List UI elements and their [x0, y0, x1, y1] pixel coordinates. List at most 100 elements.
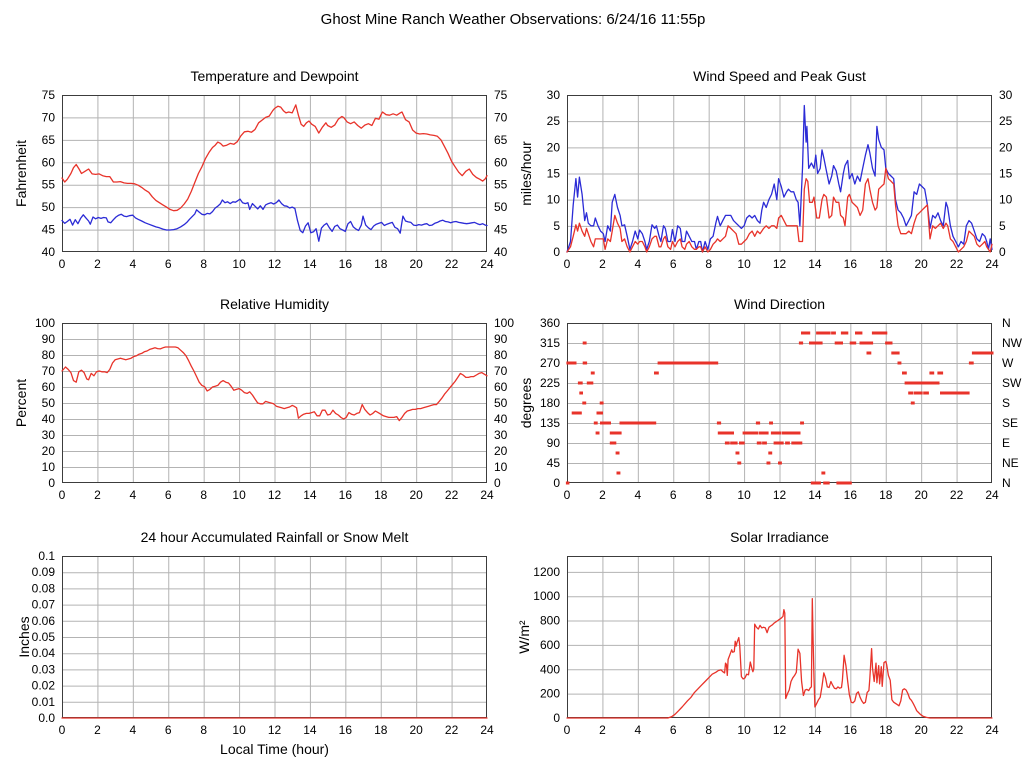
svg-text:0.02: 0.02	[32, 679, 56, 693]
wind_direction-x-tick-labels: 0 2 4 6 8 10 12 14 16 18 20 22 24	[564, 488, 999, 502]
svg-text:0: 0	[48, 476, 55, 490]
svg-text:15: 15	[999, 167, 1013, 181]
svg-text:10: 10	[737, 488, 751, 502]
svg-text:80: 80	[42, 348, 56, 362]
svg-text:0: 0	[59, 257, 66, 271]
svg-text:400: 400	[540, 662, 560, 676]
svg-text:0.05: 0.05	[32, 630, 56, 644]
svg-text:0: 0	[59, 723, 66, 737]
svg-text:55: 55	[494, 178, 508, 192]
svg-text:E: E	[1002, 436, 1010, 450]
svg-text:20: 20	[914, 723, 928, 737]
svg-text:50: 50	[42, 200, 56, 214]
svg-text:25: 25	[547, 114, 561, 128]
svg-text:315: 315	[540, 336, 560, 350]
svg-text:18: 18	[879, 257, 893, 271]
svg-text:14: 14	[303, 257, 317, 271]
svg-text:65: 65	[42, 133, 56, 147]
svg-text:N: N	[1002, 476, 1011, 490]
svg-text:90: 90	[42, 332, 56, 346]
svg-text:6: 6	[165, 488, 172, 502]
temperature_dewpoint-grid	[62, 95, 487, 252]
svg-text:10: 10	[42, 460, 56, 474]
svg-text:100: 100	[35, 316, 55, 330]
svg-text:45: 45	[547, 456, 561, 470]
svg-text:225: 225	[540, 376, 560, 390]
svg-text:6: 6	[165, 723, 172, 737]
humidity-grid	[62, 323, 487, 483]
svg-text:SE: SE	[1002, 416, 1018, 430]
solar-grid	[567, 556, 992, 718]
solar-x-tick-labels: 0 2 4 6 8 10 12 14 16 18 20 22 24	[564, 723, 999, 737]
svg-text:20: 20	[999, 140, 1013, 154]
wind_speed-series-wind_speed-line	[566, 167, 993, 253]
wind_direction-grid	[567, 323, 992, 483]
humidity-plot-border	[62, 323, 487, 483]
wind_speed-plot-border	[567, 95, 992, 252]
svg-text:75: 75	[494, 88, 508, 102]
svg-text:0: 0	[494, 476, 501, 490]
svg-text:20: 20	[409, 257, 423, 271]
svg-text:16: 16	[844, 723, 858, 737]
svg-text:12: 12	[773, 488, 787, 502]
wind_speed-title: Wind Speed and Peak Gust	[693, 68, 866, 84]
svg-text:2: 2	[94, 723, 101, 737]
svg-text:65: 65	[494, 133, 508, 147]
svg-text:4: 4	[634, 488, 641, 502]
svg-text:12: 12	[773, 257, 787, 271]
wind_speed-series-peak_gust-line	[566, 104, 993, 253]
solar-series-solar_irradiance-line	[566, 597, 993, 719]
svg-text:S: S	[1002, 396, 1010, 410]
wind_speed-x-tick-labels: 0 2 4 6 8 10 12 14 16 18 20 22 24	[564, 257, 999, 271]
svg-text:40: 40	[494, 245, 508, 259]
svg-text:60: 60	[42, 380, 56, 394]
svg-text:22: 22	[950, 488, 964, 502]
svg-text:75: 75	[42, 88, 56, 102]
svg-text:50: 50	[42, 396, 56, 410]
svg-text:10: 10	[232, 723, 246, 737]
svg-text:24: 24	[985, 488, 999, 502]
svg-text:0: 0	[553, 476, 560, 490]
svg-text:10: 10	[232, 257, 246, 271]
svg-text:SW: SW	[1002, 376, 1022, 390]
svg-text:16: 16	[844, 257, 858, 271]
svg-text:40: 40	[42, 412, 56, 426]
svg-text:5: 5	[999, 219, 1006, 233]
svg-text:30: 30	[42, 428, 56, 442]
svg-text:8: 8	[705, 723, 712, 737]
svg-text:14: 14	[808, 723, 822, 737]
svg-text:200: 200	[540, 687, 560, 701]
svg-text:0: 0	[564, 723, 571, 737]
svg-text:22: 22	[950, 257, 964, 271]
svg-text:10: 10	[737, 257, 751, 271]
wind_direction-title: Wind Direction	[734, 296, 825, 312]
svg-text:360: 360	[540, 316, 560, 330]
svg-text:0: 0	[564, 488, 571, 502]
svg-text:1000: 1000	[533, 589, 560, 603]
svg-text:14: 14	[303, 723, 317, 737]
svg-text:4: 4	[634, 723, 641, 737]
svg-text:4: 4	[129, 257, 136, 271]
svg-text:24: 24	[480, 723, 494, 737]
svg-text:14: 14	[303, 488, 317, 502]
wind_speed-y-tick-labels: 0 0 5 5 10 10 15 15 20 20 25 25 30 30	[547, 88, 1013, 259]
svg-text:W: W	[1002, 356, 1014, 370]
svg-text:80: 80	[494, 348, 508, 362]
svg-text:45: 45	[42, 223, 56, 237]
svg-text:0.07: 0.07	[32, 598, 56, 612]
svg-text:20: 20	[409, 723, 423, 737]
svg-text:NW: NW	[1002, 336, 1023, 350]
svg-text:18: 18	[879, 488, 893, 502]
svg-text:40: 40	[494, 412, 508, 426]
svg-text:50: 50	[494, 200, 508, 214]
humidity-series-relative_humidity-line	[61, 346, 488, 422]
svg-text:N: N	[1002, 316, 1011, 330]
svg-text:1200: 1200	[533, 565, 560, 579]
svg-text:10: 10	[999, 193, 1013, 207]
svg-text:8: 8	[200, 257, 207, 271]
svg-text:20: 20	[914, 257, 928, 271]
svg-text:90: 90	[547, 436, 561, 450]
